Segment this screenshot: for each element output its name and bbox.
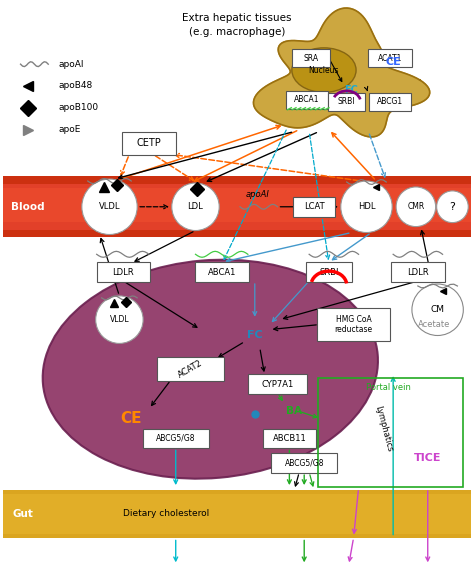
Text: CM: CM (430, 306, 445, 314)
Bar (3, 494, 471, 534)
Circle shape (437, 191, 468, 223)
Text: ABCG1: ABCG1 (377, 97, 403, 106)
FancyBboxPatch shape (248, 374, 307, 394)
FancyBboxPatch shape (368, 50, 412, 67)
Text: CE: CE (385, 57, 401, 67)
Text: CE: CE (120, 411, 142, 426)
Ellipse shape (292, 48, 356, 92)
FancyBboxPatch shape (286, 91, 328, 109)
FancyBboxPatch shape (271, 453, 337, 473)
Text: ABCG5/G8: ABCG5/G8 (156, 434, 195, 443)
FancyBboxPatch shape (306, 262, 352, 282)
Text: LDL: LDL (188, 202, 203, 211)
Text: SRBI: SRBI (319, 268, 338, 276)
FancyBboxPatch shape (143, 429, 209, 449)
Ellipse shape (43, 260, 378, 479)
Text: ACAT2: ACAT2 (177, 359, 204, 380)
Text: ?: ? (449, 202, 456, 212)
Text: ABCA1: ABCA1 (208, 268, 237, 276)
Text: apoB48: apoB48 (58, 82, 92, 91)
Bar (3, 188, 471, 222)
Text: apoE: apoE (58, 125, 81, 134)
FancyBboxPatch shape (157, 357, 224, 381)
Text: HDL: HDL (358, 202, 375, 211)
Polygon shape (254, 8, 430, 137)
Text: Portal vein: Portal vein (366, 383, 410, 392)
Text: CMR: CMR (407, 202, 425, 211)
Text: HMG CoA
reductase: HMG CoA reductase (335, 315, 373, 335)
FancyBboxPatch shape (195, 262, 249, 282)
Text: BA: BA (286, 406, 302, 416)
Text: CETP: CETP (137, 139, 162, 148)
Text: Nucleus: Nucleus (309, 66, 339, 75)
FancyBboxPatch shape (122, 132, 176, 155)
Text: FC: FC (344, 85, 357, 95)
Text: Dietary cholesterol: Dietary cholesterol (123, 509, 209, 518)
FancyBboxPatch shape (97, 262, 150, 282)
Text: apoB100: apoB100 (58, 103, 98, 112)
Text: apoAI: apoAI (246, 190, 270, 200)
Circle shape (172, 183, 219, 230)
Text: (e.g. macrophage): (e.g. macrophage) (189, 27, 285, 36)
Text: FC: FC (247, 329, 263, 340)
FancyBboxPatch shape (369, 93, 411, 111)
Circle shape (412, 284, 463, 336)
Text: SRA: SRA (303, 54, 319, 63)
Text: LCAT: LCAT (304, 202, 324, 211)
Text: ACAT1: ACAT1 (378, 54, 402, 63)
Circle shape (341, 181, 392, 233)
Text: Lymphatics: Lymphatics (373, 405, 394, 453)
Text: LDLR: LDLR (112, 268, 134, 276)
Bar (3, 184, 471, 230)
Text: TICE: TICE (414, 453, 441, 463)
Text: VLDL: VLDL (109, 315, 129, 324)
Bar (3, 490, 471, 538)
Text: Acetate: Acetate (418, 320, 450, 329)
Text: VLDL: VLDL (99, 202, 120, 211)
FancyBboxPatch shape (293, 197, 335, 217)
FancyBboxPatch shape (328, 93, 365, 111)
FancyBboxPatch shape (391, 262, 445, 282)
Text: SRBI: SRBI (338, 97, 356, 106)
Text: ABCG5/G8: ABCG5/G8 (284, 459, 324, 468)
Circle shape (96, 296, 143, 343)
Text: Extra hepatic tissues: Extra hepatic tissues (182, 13, 292, 23)
FancyBboxPatch shape (292, 50, 330, 67)
Text: ABCB11: ABCB11 (273, 434, 306, 443)
Circle shape (396, 187, 436, 227)
Text: apoAI: apoAI (58, 60, 83, 68)
Text: ABCA1: ABCA1 (294, 95, 320, 104)
Text: LDLR: LDLR (407, 268, 428, 276)
FancyBboxPatch shape (317, 308, 390, 341)
FancyBboxPatch shape (263, 429, 316, 449)
Circle shape (82, 179, 137, 234)
Bar (3, 176, 471, 238)
Text: CYP7A1: CYP7A1 (261, 380, 294, 389)
Text: Gut: Gut (13, 509, 34, 519)
Text: Blood: Blood (11, 202, 44, 212)
